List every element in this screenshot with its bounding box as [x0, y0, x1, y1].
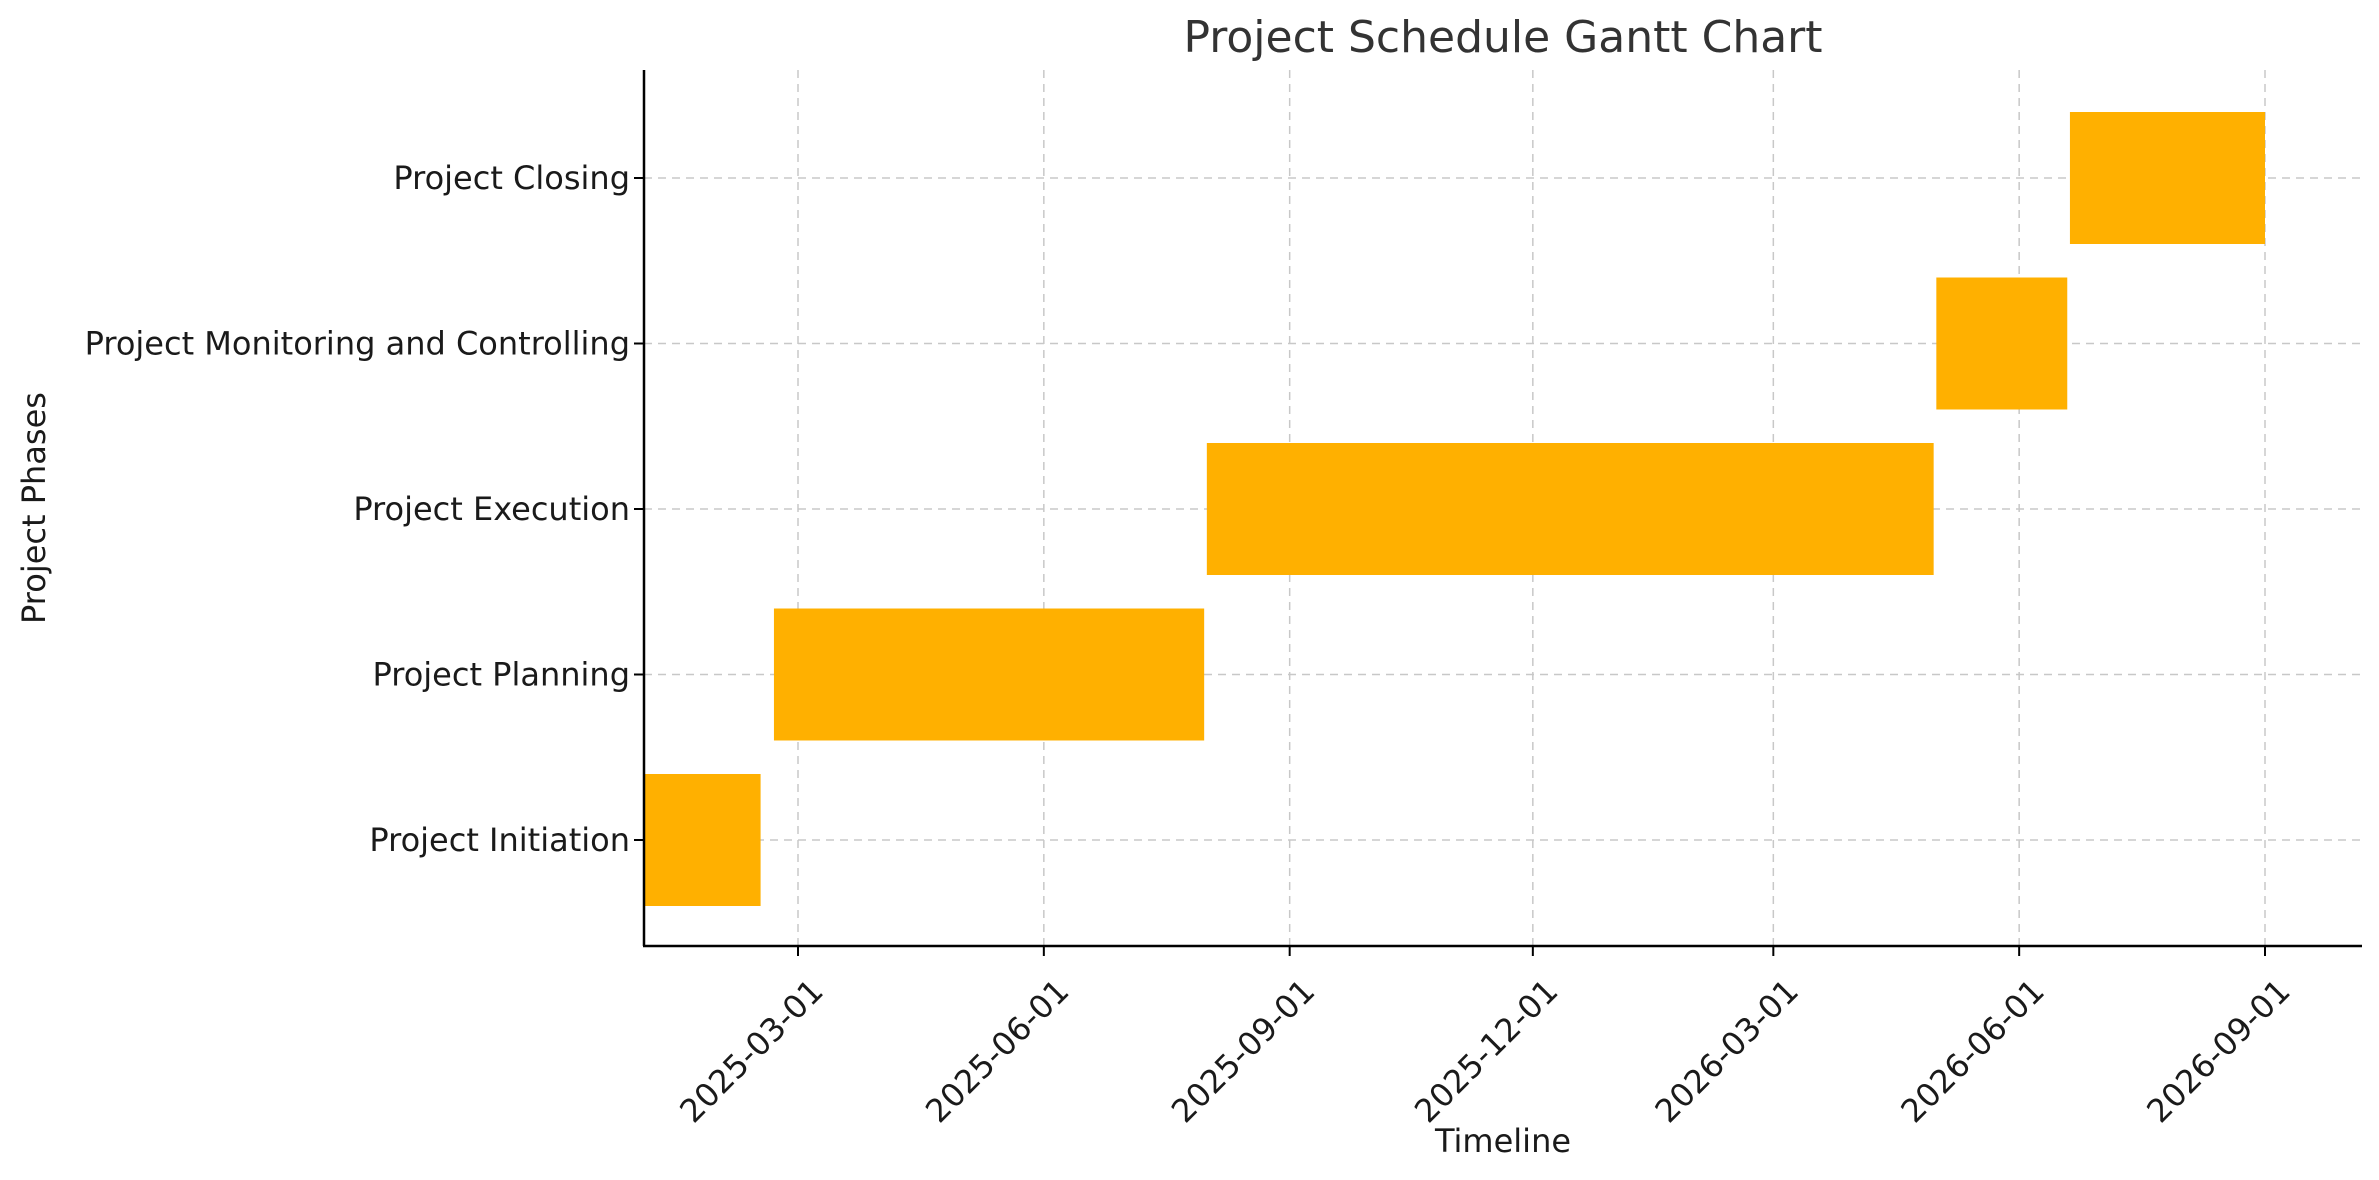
gantt-bar: [1936, 277, 2068, 410]
y-tick-label: Project Planning: [373, 656, 631, 694]
gantt-bar: [644, 774, 761, 906]
gantt-bar: [773, 608, 1205, 741]
y-axis-label: Project Phases: [15, 392, 53, 624]
x-axis-label: Timeline: [1434, 1122, 1571, 1160]
y-tick-label: Project Monitoring and Controlling: [85, 325, 630, 363]
x-tick-label: 2026-03-01: [1648, 972, 1806, 1130]
x-tick-label: 2025-06-01: [918, 972, 1076, 1130]
x-tick-label: 2025-03-01: [672, 972, 830, 1130]
x-tick-label: 2026-09-01: [2139, 972, 2297, 1130]
x-tick-label: 2026-06-01: [1893, 972, 2051, 1130]
y-tick-label: Project Closing: [393, 159, 630, 197]
gantt-bar: [1206, 443, 1934, 575]
bars-layer: [644, 112, 2265, 906]
x-tick-label: 2025-12-01: [1407, 972, 1565, 1130]
x-tick-label: 2025-09-01: [1164, 972, 1322, 1130]
y-tick-label: Project Initiation: [369, 821, 630, 859]
chart-title: Project Schedule Gantt Chart: [1183, 12, 1822, 63]
gantt-bar: [2069, 112, 2265, 244]
y-tick-label: Project Execution: [353, 490, 630, 528]
